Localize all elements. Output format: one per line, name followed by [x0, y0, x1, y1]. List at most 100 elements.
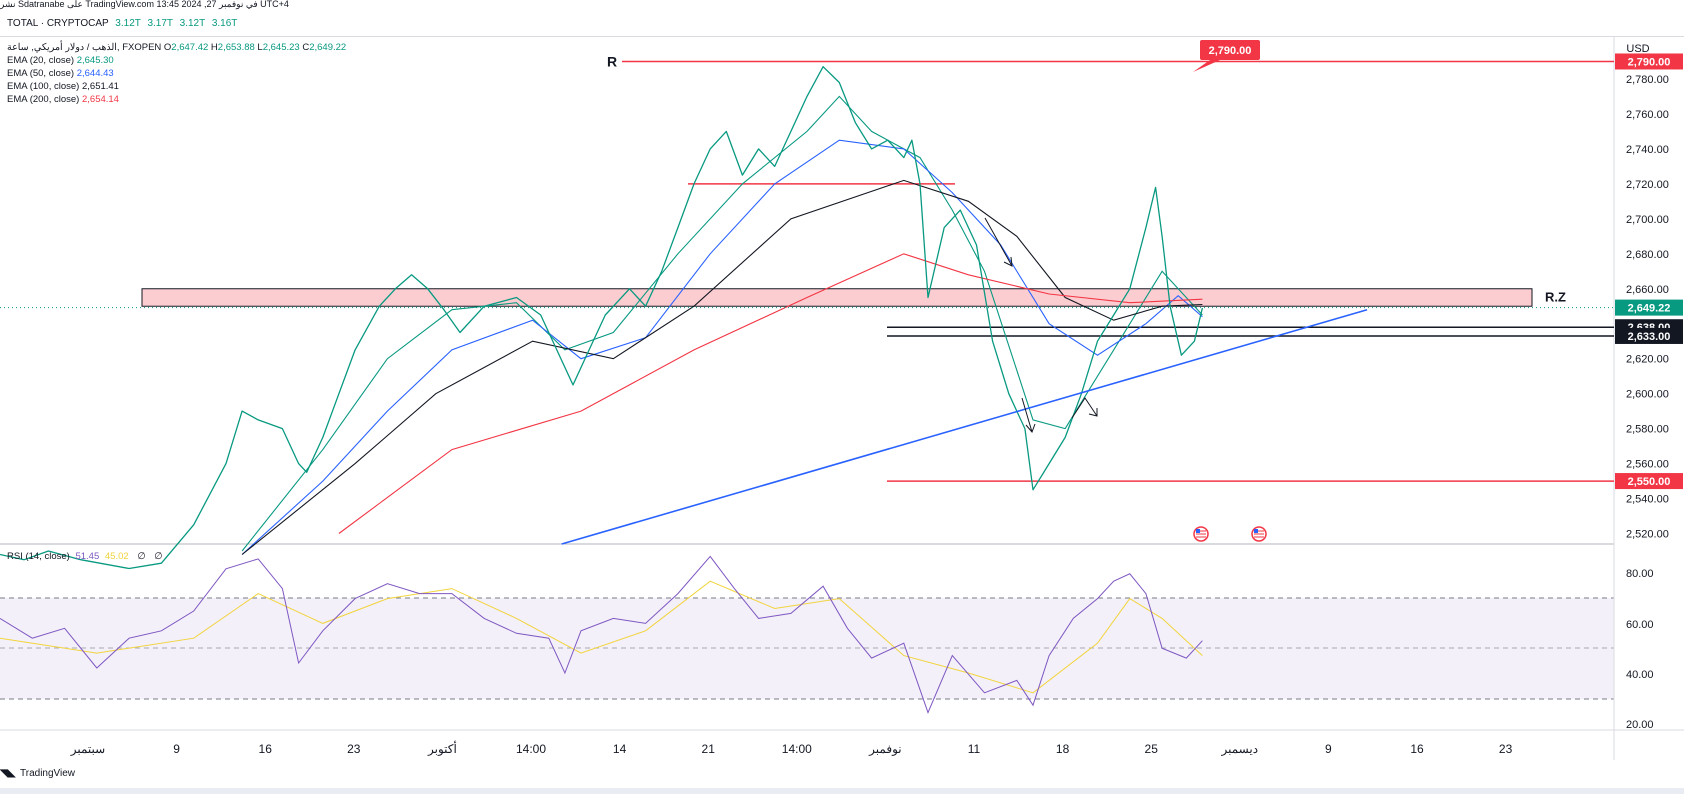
time-label-12: 25: [1145, 742, 1159, 756]
symbol-title[interactable]: الذهب / دولار أمريكي, ساعة, FXOPEN: [7, 42, 162, 53]
ticker-value-4: 3.16T: [211, 18, 238, 29]
time-label-16: 23: [1499, 742, 1513, 756]
price-callout-pointer: [1193, 60, 1220, 72]
rsi-ma-line: [0, 580, 1203, 694]
price-tick-0: 2,780.00: [1626, 74, 1669, 86]
rsi-tick-80: 80.00: [1626, 568, 1654, 580]
ticker-name[interactable]: TOTAL · CRYPTOCAP: [7, 18, 109, 29]
rsi-tick-20: 20.00: [1626, 719, 1654, 731]
price-tick-9: 2,600.00: [1626, 389, 1669, 401]
ema100-row[interactable]: EMA (100, close) 2,651.41: [7, 80, 346, 93]
time-label-15: 16: [1410, 742, 1424, 756]
ohlc-close: 2,649.22: [309, 42, 347, 53]
rsi-tick-60: 60.00: [1626, 619, 1654, 631]
footer-brand[interactable]: TradingView: [20, 768, 76, 779]
us-flag-icon-2[interactable]: [1251, 526, 1267, 542]
ohlc-open: 2,647.42: [171, 42, 209, 53]
time-label-0: سبتمبر: [70, 742, 105, 756]
level-badge-4: 2,550.00: [1628, 476, 1671, 488]
time-label-2: 16: [259, 742, 273, 756]
currency-label[interactable]: USD: [1626, 43, 1649, 55]
time-label-4: أكتوبر: [427, 741, 457, 756]
ema200-label: EMA (200, close): [7, 94, 80, 105]
ohlc-high: 2,653.88: [217, 42, 255, 53]
ema50-value: 2,644.43: [76, 68, 114, 79]
time-label-1: 9: [173, 742, 180, 756]
time-label-14: 9: [1325, 742, 1332, 756]
level-badge-4-box: [1615, 473, 1683, 490]
price-tick-10: 2,580.00: [1626, 424, 1669, 436]
rsi-empty-2: ∅: [154, 551, 163, 562]
rsi-ma-value: 45.02: [104, 551, 129, 562]
time-axis[interactable]: سبتمبر 9 16 23 أكتوبر 14:00 14 21 14:00 نوفمبر 11 1…: [70, 741, 1513, 756]
time-label-7: 21: [702, 742, 716, 756]
level-name-0: R: [607, 53, 617, 69]
level-badge-3: 2,633.00: [1628, 331, 1671, 343]
price-tick-4: 2,700.00: [1626, 214, 1669, 226]
last-price-badge-box: [1615, 299, 1683, 316]
price-tick-13: 2,520.00: [1626, 529, 1669, 541]
price-tick-12: 2,540.00: [1626, 494, 1669, 506]
ema-line-1: [241, 139, 1203, 555]
symbol-row: الذهب / دولار أمريكي, ساعة, FXOPEN O2,64…: [7, 42, 347, 53]
ema100-label: EMA (100, close): [7, 81, 80, 92]
ticker-value-1: 3.12T: [115, 18, 141, 29]
rsi-empty-1: ∅: [137, 551, 146, 562]
rsi-legend[interactable]: RSI (14, close) 51.45 45.02 ∅ ∅: [7, 551, 163, 562]
price-callout-text: 2,790.00: [1209, 45, 1252, 57]
level-badge-3-box: [1615, 327, 1683, 344]
snapshot-info: نشر Sdatranabe على TradingView.com 13:45…: [0, 0, 289, 9]
arrow-annotation-2[interactable]: [1021, 397, 1036, 433]
ema100-value: 2,651.41: [81, 81, 119, 92]
time-label-8: 14:00: [782, 742, 812, 756]
ema200-value: 2,654.14: [81, 94, 119, 105]
price-tick-3: 2,720.00: [1626, 179, 1669, 191]
arrow-annotation-3[interactable]: [1071, 397, 1098, 419]
bottom-strip: [0, 788, 1684, 794]
rsi-label: RSI (14, close): [7, 551, 70, 562]
ema-line-0: [241, 95, 1203, 552]
resistance-zone-label: R.Z: [1545, 289, 1566, 304]
level-badge-0-box: [1615, 53, 1683, 70]
ema50-label: EMA (50, close): [7, 68, 75, 79]
price-tick-1: 2,760.00: [1626, 109, 1669, 121]
ticker-bar: TOTAL · CRYPTOCAP 3.12T 3.17T 3.12T 3.16…: [0, 12, 1684, 37]
ema20-row[interactable]: EMA (20, close) 2,645.30: [7, 54, 346, 67]
rsi-value: 51.45: [75, 551, 100, 562]
price-series: [0, 66, 1204, 570]
ohlc-low: 2,645.23: [262, 42, 300, 53]
price-tick-11: 2,560.00: [1626, 459, 1669, 471]
ema20-label: EMA (20, close): [7, 55, 75, 66]
time-label-13: ديسمبر: [1221, 742, 1259, 756]
price-tick-5: 2,680.00: [1626, 249, 1669, 261]
time-label-5: 14:00: [516, 742, 546, 756]
level-badge-0: 2,790.00: [1628, 56, 1671, 68]
ticker-value-2: 3.17T: [147, 18, 173, 29]
ema50-row[interactable]: EMA (50, close) 2,644.43: [7, 67, 346, 80]
price-tick-8: 2,620.00: [1626, 354, 1669, 366]
time-label-9: نوفمبر: [868, 742, 901, 756]
resistance-zone[interactable]: [141, 288, 1533, 307]
ema-line-3: [338, 253, 1203, 534]
time-label-10: 11: [968, 742, 981, 756]
arrow-annotation-1[interactable]: [984, 217, 1013, 267]
footer: ◥◣ TradingView: [0, 768, 75, 779]
last-price-badge: 2,649.22: [1628, 303, 1671, 315]
ema20-value: 2,645.30: [76, 55, 114, 66]
time-label-3: 23: [347, 742, 361, 756]
us-flag-icon-1[interactable]: [1193, 526, 1209, 542]
main-legend: الذهب / دولار أمريكي, ساعة, FXOPEN O2,64…: [7, 41, 346, 106]
price-tick-6: 2,660.00: [1626, 284, 1669, 296]
rsi-tick-40: 40.00: [1626, 669, 1654, 681]
rsi-line: [0, 555, 1203, 714]
price-tick-2: 2,740.00: [1626, 144, 1669, 156]
ticker-value-3: 3.12T: [179, 18, 206, 29]
tradingview-logo-icon[interactable]: ◥◣: [0, 768, 16, 779]
ema200-row[interactable]: EMA (200, close) 2,654.14: [7, 93, 346, 106]
ema-line-2: [241, 179, 1203, 555]
price-callout-box: [1200, 40, 1260, 60]
support-trendline[interactable]: [561, 308, 1368, 545]
price-axis-badges: 2,790.002,638.002,633.002,550.002,649.22: [0, 53, 1683, 490]
price-callout[interactable]: 2,790.00: [1193, 40, 1260, 72]
